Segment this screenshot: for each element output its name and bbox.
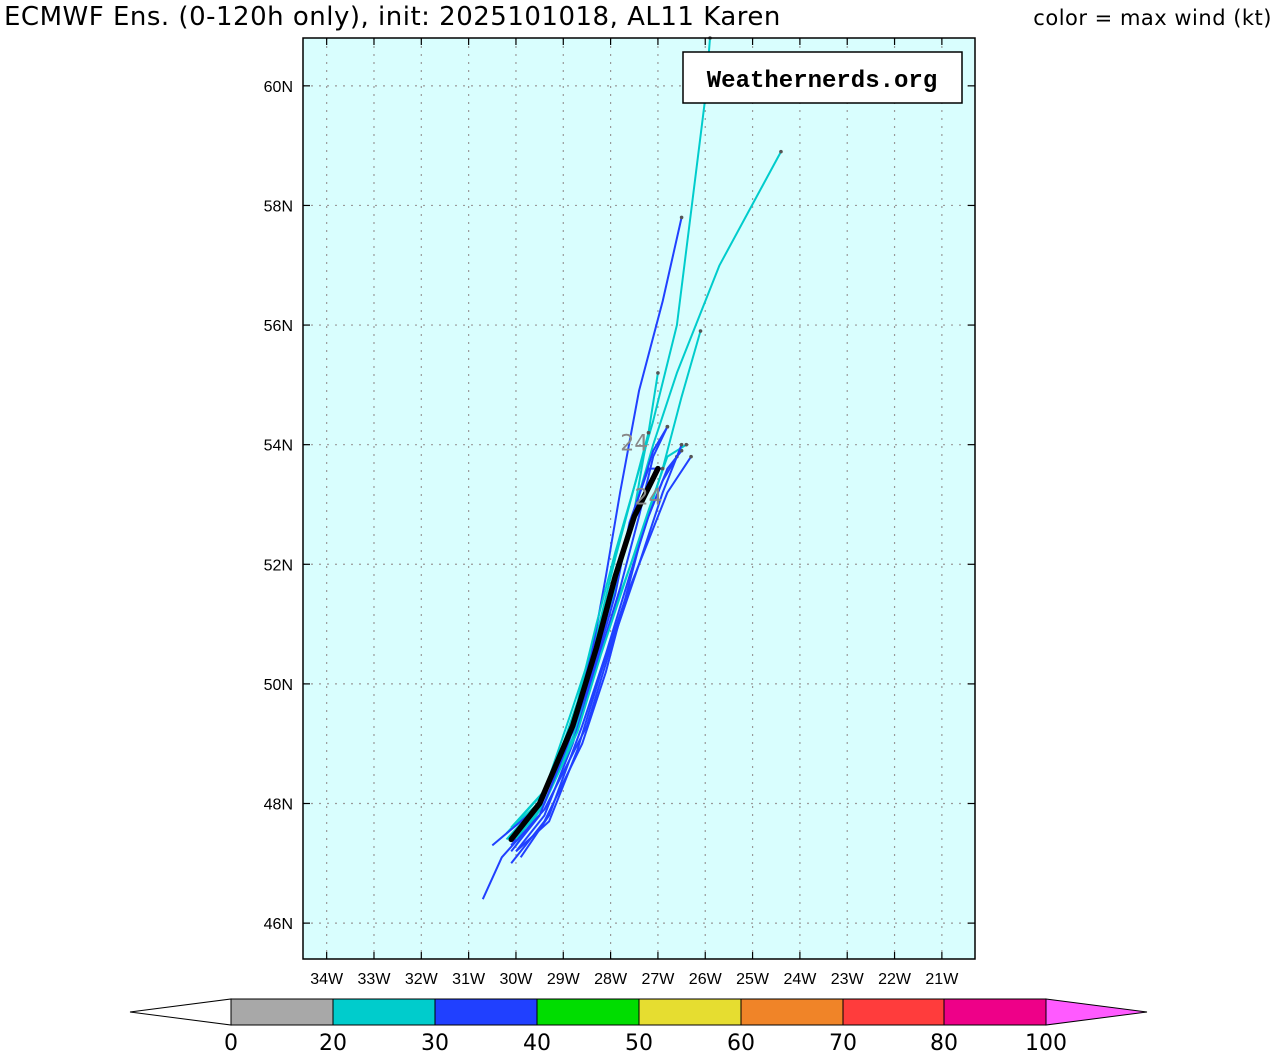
lat-tick-label: 50N (264, 677, 293, 694)
member-track (515, 426, 669, 853)
member-track-end (689, 454, 693, 459)
member-track (481, 444, 683, 900)
color-legend-note: color = max wind (kt) (1033, 6, 1272, 30)
colorbar-high-extension (1045, 998, 1148, 1026)
lon-tick-label: 22W (878, 971, 912, 988)
lat-tick-label: 48N (264, 797, 293, 814)
map-frame (302, 37, 976, 960)
lon-tick-label: 33W (358, 971, 392, 988)
colorbar-tick-label: 80 (930, 1031, 958, 1056)
member-track-end (679, 448, 684, 453)
forecast-hour-label: 24 (620, 432, 648, 457)
member-track-end (646, 430, 651, 435)
member-track-end (684, 442, 689, 447)
lat-tick-label: 58N (264, 198, 293, 215)
member-track-end (656, 371, 660, 375)
member-track (510, 467, 663, 853)
longitude-axis: 34W 33W 32W 31W 30W 29W 28W 27W 26W 25W 24W 23W 22W 2… (310, 38, 959, 988)
colorbar-low-extension (129, 998, 232, 1026)
chart-title: ECMWF Ens. (0-120h only), init: 20251010… (4, 2, 781, 32)
lon-tick-label: 32W (405, 971, 439, 988)
colorbar-tick-label: 30 (421, 1031, 449, 1056)
lon-tick-label: 31W (452, 971, 486, 988)
lon-tick-label: 28W (594, 971, 628, 988)
member-track-end (679, 442, 684, 447)
colorbar-tick-label: 60 (727, 1031, 755, 1056)
lon-tick-label: 23W (831, 971, 865, 988)
member-track-end (665, 424, 670, 429)
colorbar-tick-label: 50 (625, 1031, 653, 1056)
lat-tick-label: 60N (264, 79, 293, 96)
lat-tick-label: 54N (264, 438, 293, 455)
lon-tick-label: 24W (783, 971, 817, 988)
colorbar-bin (332, 998, 436, 1026)
lat-tick-label: 46N (264, 916, 293, 933)
colorbar: 0 20 30 40 50 60 70 80 100 (129, 998, 1148, 1056)
colorbar-tick-label: 0 (224, 1031, 238, 1056)
colorbar-bin (943, 998, 1047, 1026)
colorbar-tick-label: 40 (523, 1031, 551, 1056)
member-track-end (660, 466, 665, 471)
ensemble-mean-track (508, 465, 661, 843)
member-track-end (779, 149, 783, 154)
lat-tick-label: 56N (264, 318, 293, 335)
latitude-axis: 46N 48N 50N 52N 54N 56N 58N 60N (264, 79, 975, 933)
lon-tick-label: 29W (547, 971, 581, 988)
lat-tick-label: 52N (264, 557, 293, 574)
credit-box-frame (682, 51, 963, 104)
colorbar-bin (740, 998, 844, 1026)
forecast-hour-label: 24 (634, 485, 662, 510)
colorbar-tick-label: 70 (829, 1031, 857, 1056)
forecast-hour-labels: 24 24 (620, 432, 662, 511)
lon-tick-label: 34W (310, 971, 344, 988)
colorbar-tick-label: 20 (319, 1031, 347, 1056)
lon-tick-label: 27W (641, 971, 675, 988)
colorbar-bin (638, 998, 742, 1026)
lon-tick-label: 30W (500, 971, 534, 988)
member-track (515, 456, 692, 853)
member-track-end (679, 215, 684, 220)
credit-box: Weathernerds.org (682, 51, 963, 104)
ensemble-mean-track-group (508, 465, 661, 843)
colorbar-bin (536, 998, 640, 1026)
colorbar-tick-label: 100 (1025, 1031, 1067, 1056)
lon-tick-label: 25W (736, 971, 770, 988)
lon-tick-label: 21W (925, 971, 959, 988)
colorbar-bin (230, 998, 334, 1026)
colorbar-bin (842, 998, 945, 1026)
member-track-end (698, 329, 703, 333)
colorbar-bin (434, 998, 538, 1026)
credit-text: Weathernerds.org (707, 68, 937, 95)
lon-tick-label: 26W (689, 971, 723, 988)
